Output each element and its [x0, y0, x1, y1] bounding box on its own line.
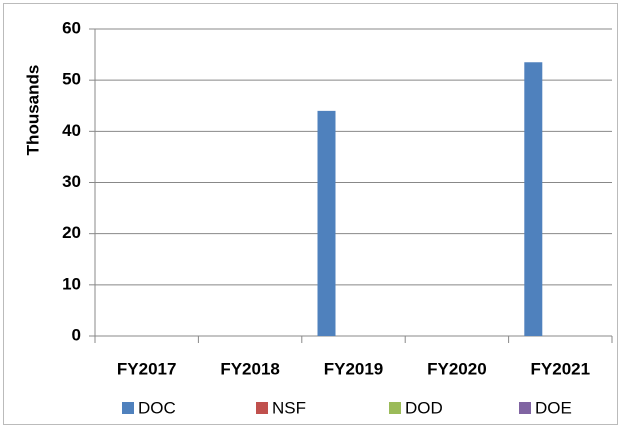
legend-swatch	[389, 402, 401, 414]
y-tick-label: 10	[62, 274, 81, 293]
legend-label: DOE	[535, 398, 572, 417]
x-tick-label: FY2018	[220, 359, 280, 378]
bar	[524, 62, 543, 337]
legend-swatch	[519, 402, 531, 414]
y-tick-label: 20	[62, 223, 81, 242]
y-axis-label: Thousands	[23, 65, 42, 156]
y-tick-label: 30	[62, 172, 81, 191]
y-tick-label: 0	[72, 325, 81, 344]
y-tick-label: 60	[62, 18, 81, 37]
x-tick-label: FY2021	[531, 359, 591, 378]
legend-swatch	[256, 402, 268, 414]
y-tick-label: 40	[62, 121, 81, 140]
x-tick-label: FY2020	[427, 359, 487, 378]
legend-label: NSF	[272, 398, 306, 417]
bar	[317, 110, 336, 336]
legend-label: DOC	[138, 398, 176, 417]
legend-label: DOD	[405, 398, 443, 417]
x-tick-label: FY2019	[324, 359, 384, 378]
chart-frame	[3, 3, 618, 425]
y-tick-label: 50	[62, 70, 81, 89]
legend-swatch	[122, 402, 134, 414]
x-tick-label: FY2017	[117, 359, 177, 378]
